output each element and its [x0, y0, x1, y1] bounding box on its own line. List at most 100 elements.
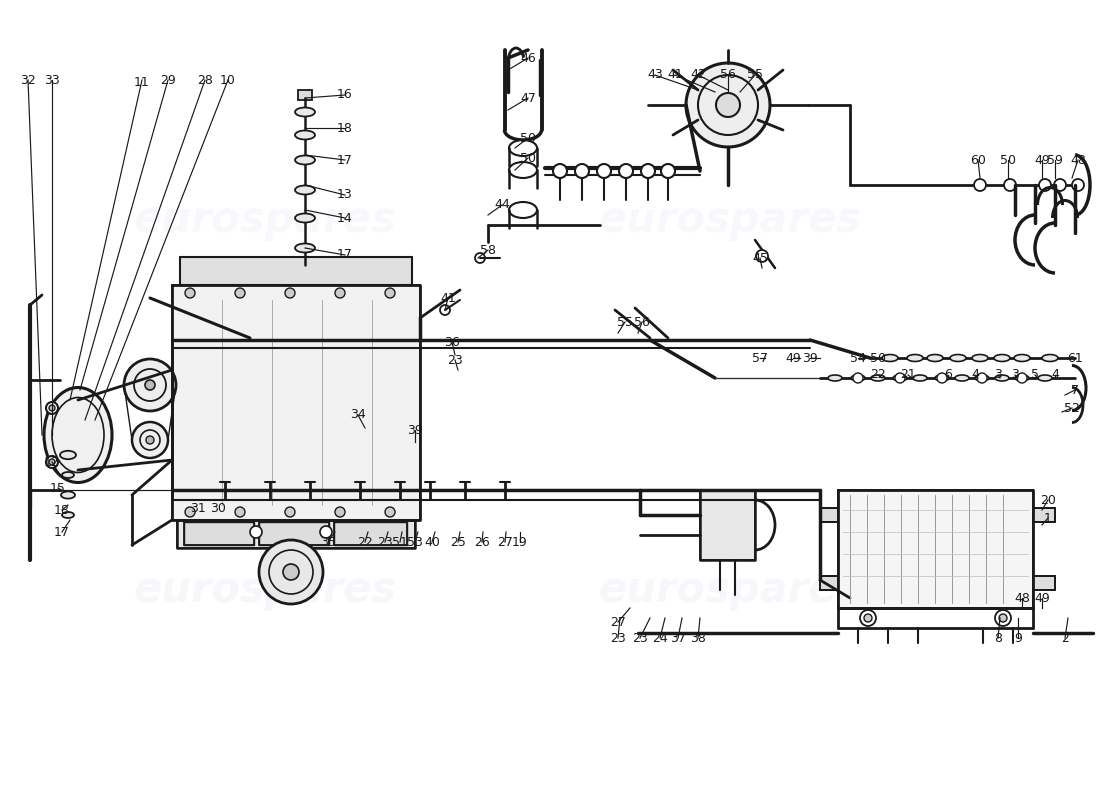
Text: 43: 43: [647, 69, 663, 82]
Circle shape: [50, 459, 55, 465]
Polygon shape: [820, 508, 838, 522]
Ellipse shape: [828, 375, 842, 381]
Text: 39: 39: [802, 351, 818, 365]
Text: 27: 27: [610, 615, 626, 629]
Ellipse shape: [996, 375, 1009, 381]
Circle shape: [124, 359, 176, 411]
Text: 44: 44: [494, 198, 510, 211]
Circle shape: [661, 164, 675, 178]
Text: 50: 50: [520, 151, 536, 165]
Polygon shape: [298, 90, 312, 100]
Text: 3: 3: [1011, 369, 1019, 382]
Circle shape: [385, 288, 395, 298]
Polygon shape: [172, 285, 420, 520]
Text: 41: 41: [667, 69, 683, 82]
Text: 55: 55: [747, 69, 763, 82]
Text: 58: 58: [480, 243, 496, 257]
Ellipse shape: [295, 243, 315, 253]
Text: 46: 46: [520, 51, 536, 65]
Text: 53: 53: [407, 535, 422, 549]
Circle shape: [553, 164, 566, 178]
Ellipse shape: [908, 354, 923, 362]
Text: 50: 50: [870, 351, 886, 365]
Text: 48: 48: [1014, 591, 1030, 605]
Text: 49: 49: [1034, 591, 1049, 605]
Text: eurospares: eurospares: [598, 199, 861, 241]
Ellipse shape: [62, 512, 74, 518]
Circle shape: [46, 456, 58, 468]
Polygon shape: [838, 490, 1033, 608]
Ellipse shape: [295, 214, 315, 222]
Circle shape: [716, 93, 740, 117]
Ellipse shape: [1038, 375, 1052, 381]
Circle shape: [235, 288, 245, 298]
Text: 5: 5: [1031, 369, 1040, 382]
Circle shape: [895, 373, 905, 383]
Polygon shape: [1033, 508, 1055, 522]
Text: 47: 47: [520, 91, 536, 105]
Text: eurospares: eurospares: [133, 199, 397, 241]
Ellipse shape: [295, 155, 315, 165]
Text: 57: 57: [752, 351, 768, 365]
Text: 49: 49: [1034, 154, 1049, 166]
Text: 34: 34: [350, 409, 366, 422]
Text: 50: 50: [1000, 154, 1016, 166]
Ellipse shape: [975, 375, 989, 381]
Circle shape: [285, 288, 295, 298]
Circle shape: [1054, 179, 1066, 191]
Text: 21: 21: [900, 369, 916, 382]
Circle shape: [1040, 179, 1050, 191]
Text: eurospares: eurospares: [598, 569, 861, 611]
Text: 22: 22: [358, 535, 373, 549]
Ellipse shape: [994, 354, 1010, 362]
Circle shape: [1072, 179, 1084, 191]
Text: 10: 10: [220, 74, 235, 86]
Circle shape: [336, 507, 345, 517]
Ellipse shape: [851, 375, 865, 381]
Text: 32: 32: [20, 74, 36, 86]
Text: 24: 24: [652, 631, 668, 645]
Circle shape: [440, 305, 450, 315]
Text: eurospares: eurospares: [133, 569, 397, 611]
Text: 3: 3: [994, 369, 1002, 382]
Text: 17: 17: [54, 526, 70, 538]
Circle shape: [1018, 373, 1027, 383]
Text: 35: 35: [320, 535, 336, 549]
Circle shape: [999, 614, 1007, 622]
Text: 55: 55: [617, 315, 632, 329]
Ellipse shape: [509, 202, 537, 218]
Ellipse shape: [927, 354, 943, 362]
Circle shape: [250, 526, 262, 538]
Text: 17: 17: [337, 154, 353, 166]
Ellipse shape: [62, 472, 74, 478]
Text: 28: 28: [197, 74, 213, 86]
Text: 22: 22: [870, 369, 886, 382]
Text: 60: 60: [970, 154, 986, 166]
Text: 4: 4: [1052, 369, 1059, 382]
Circle shape: [132, 422, 168, 458]
Circle shape: [320, 526, 332, 538]
Ellipse shape: [60, 491, 75, 498]
Text: 45: 45: [752, 251, 768, 265]
Text: 4: 4: [971, 369, 979, 382]
Ellipse shape: [60, 451, 76, 459]
Ellipse shape: [295, 186, 315, 194]
Text: 23: 23: [610, 631, 626, 645]
Circle shape: [641, 164, 654, 178]
Text: 26: 26: [474, 535, 490, 549]
Circle shape: [385, 507, 395, 517]
Text: 40: 40: [425, 535, 440, 549]
Circle shape: [996, 610, 1011, 626]
Text: 42: 42: [690, 69, 706, 82]
Ellipse shape: [893, 375, 907, 381]
Text: 11: 11: [134, 75, 150, 89]
Text: 48: 48: [1070, 154, 1086, 166]
Ellipse shape: [44, 387, 112, 482]
Circle shape: [336, 288, 345, 298]
Circle shape: [977, 373, 987, 383]
Circle shape: [852, 373, 864, 383]
Ellipse shape: [955, 375, 969, 381]
Text: 16: 16: [337, 89, 353, 102]
Text: 59: 59: [1047, 154, 1063, 166]
Circle shape: [597, 164, 611, 178]
